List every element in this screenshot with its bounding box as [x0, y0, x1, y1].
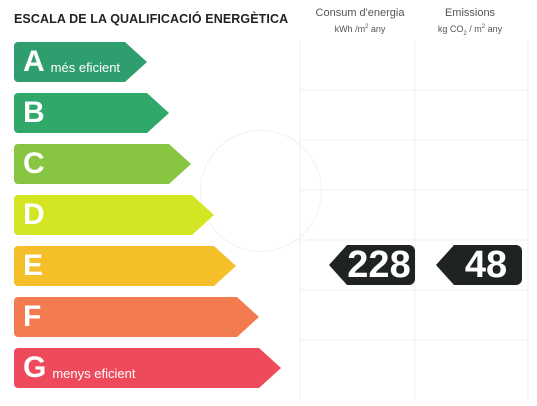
energy-band-label: més eficient — [50, 59, 121, 75]
energy-band-e: E — [14, 246, 236, 286]
emissions-rating-indicator: 48 — [436, 245, 522, 285]
energy-band-f: F — [14, 297, 259, 337]
energy-band-letter: D — [23, 198, 45, 231]
watermark-logo — [200, 130, 322, 252]
energy-band-label: menys eficient — [52, 365, 136, 381]
energy-band-letter: C — [23, 147, 45, 180]
emissions-column-header: Emissions kg CO2 / m2 any — [415, 6, 525, 41]
energy-band-b: B — [14, 93, 169, 133]
consum-column-header: Consum d'energia kWh /m2 any — [300, 6, 420, 36]
energy-band-letter: F — [23, 300, 42, 333]
energy-band-c: C — [14, 144, 191, 184]
energy-band-d: D — [14, 195, 214, 235]
emissions-header-unit: kg CO2 / m2 any — [437, 24, 503, 37]
energy-band-letter: G — [23, 351, 47, 384]
energy-band-letter: E — [23, 249, 44, 282]
emissions-header-title: Emissions — [444, 7, 496, 19]
energy-band-letter: B — [23, 96, 45, 129]
consum-header-unit: kWh /m2 any — [334, 24, 386, 34]
consum-rating-indicator: 228 — [329, 245, 415, 285]
energy-band-letter: A — [23, 45, 45, 78]
page-title: ESCALA DE LA QUALIFICACIÓ ENERGÈTICA — [14, 12, 289, 26]
consum-header-title: Consum d'energia — [315, 7, 405, 19]
